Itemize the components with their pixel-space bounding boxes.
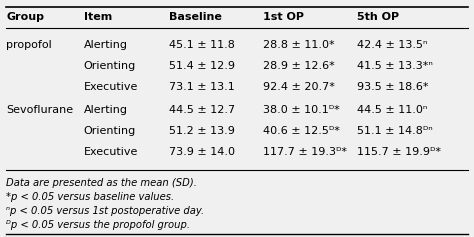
Text: 51.1 ± 14.8ᴰⁿ: 51.1 ± 14.8ᴰⁿ (357, 126, 433, 136)
Text: *p < 0.05 versus baseline values.: *p < 0.05 versus baseline values. (6, 192, 174, 202)
Text: 45.1 ± 11.8: 45.1 ± 11.8 (169, 40, 235, 50)
Text: Item: Item (84, 12, 112, 22)
Text: 44.5 ± 11.0ⁿ: 44.5 ± 11.0ⁿ (357, 105, 428, 115)
Text: ⁿp < 0.05 versus 1st postoperative day.: ⁿp < 0.05 versus 1st postoperative day. (6, 206, 204, 216)
Text: 44.5 ± 12.7: 44.5 ± 12.7 (169, 105, 235, 115)
Text: 28.8 ± 11.0*: 28.8 ± 11.0* (263, 40, 335, 50)
Text: Alerting: Alerting (84, 105, 128, 115)
Text: 117.7 ± 19.3ᴰ*: 117.7 ± 19.3ᴰ* (263, 147, 347, 157)
Text: 1st OP: 1st OP (263, 12, 304, 22)
Text: 51.2 ± 13.9: 51.2 ± 13.9 (169, 126, 235, 136)
Text: Sevoflurane: Sevoflurane (6, 105, 73, 115)
Text: Orienting: Orienting (84, 126, 136, 136)
Text: 41.5 ± 13.3*ⁿ: 41.5 ± 13.3*ⁿ (357, 61, 433, 71)
Text: 93.5 ± 18.6*: 93.5 ± 18.6* (357, 82, 428, 92)
Text: Alerting: Alerting (84, 40, 128, 50)
Text: 38.0 ± 10.1ᴰ*: 38.0 ± 10.1ᴰ* (263, 105, 340, 115)
Text: 42.4 ± 13.5ⁿ: 42.4 ± 13.5ⁿ (357, 40, 428, 50)
Text: Orienting: Orienting (84, 61, 136, 71)
Text: Baseline: Baseline (169, 12, 221, 22)
Text: 92.4 ± 20.7*: 92.4 ± 20.7* (263, 82, 335, 92)
Text: propofol: propofol (6, 40, 52, 50)
Text: 51.4 ± 12.9: 51.4 ± 12.9 (169, 61, 235, 71)
Text: 40.6 ± 12.5ᴰ*: 40.6 ± 12.5ᴰ* (263, 126, 340, 136)
Text: 73.1 ± 13.1: 73.1 ± 13.1 (169, 82, 235, 92)
Text: 28.9 ± 12.6*: 28.9 ± 12.6* (263, 61, 335, 71)
Text: Group: Group (6, 12, 44, 22)
Text: 5th OP: 5th OP (357, 12, 399, 22)
Text: Data are presented as the mean (SD).: Data are presented as the mean (SD). (6, 178, 197, 188)
Text: Executive: Executive (84, 82, 138, 92)
Text: Executive: Executive (84, 147, 138, 157)
Text: 73.9 ± 14.0: 73.9 ± 14.0 (169, 147, 235, 157)
Text: 115.7 ± 19.9ᴰ*: 115.7 ± 19.9ᴰ* (357, 147, 441, 157)
Text: ᴰp < 0.05 versus the propofol group.: ᴰp < 0.05 versus the propofol group. (6, 220, 190, 230)
